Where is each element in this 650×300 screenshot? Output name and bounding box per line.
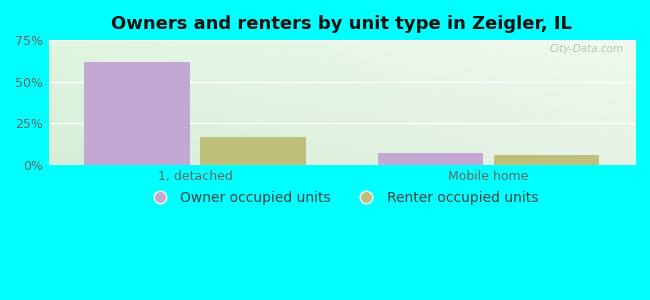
Bar [200, 136, 306, 165]
Bar [378, 153, 483, 165]
Legend: Owner occupied units, Renter occupied units: Owner occupied units, Renter occupied un… [140, 185, 543, 210]
Bar [84, 62, 190, 165]
Bar [493, 155, 599, 165]
Title: Owners and renters by unit type in Zeigler, IL: Owners and renters by unit type in Zeigl… [111, 15, 572, 33]
Text: City-Data.com: City-Data.com [549, 44, 623, 54]
